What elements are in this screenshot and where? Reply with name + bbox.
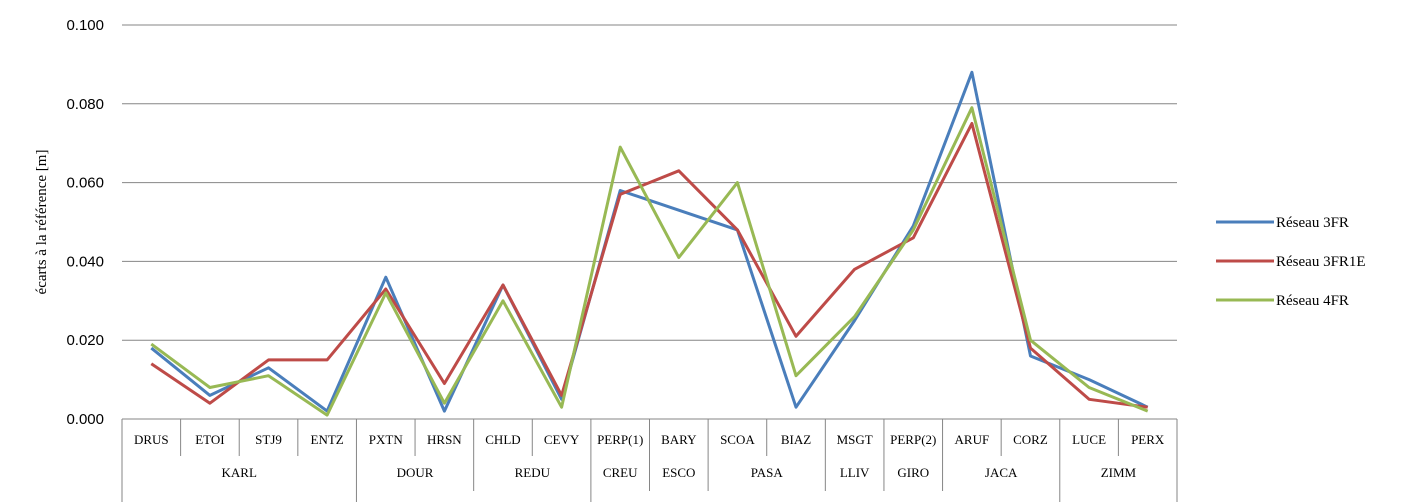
x-category-label: PERP(2) bbox=[890, 432, 936, 447]
x-category-label: CHLD bbox=[485, 432, 520, 447]
legend-label: Réseau 3FR bbox=[1276, 215, 1349, 231]
x-group-label: LLIV bbox=[840, 465, 870, 480]
legend-label: Réseau 4FR bbox=[1276, 293, 1349, 309]
y-tick-label: 0.020 bbox=[66, 332, 104, 349]
x-group-label: ZIMM bbox=[1101, 465, 1137, 480]
x-category-label: STJ9 bbox=[255, 432, 282, 447]
x-category-label: HRSN bbox=[427, 432, 462, 447]
x-category-label: PERP(1) bbox=[597, 432, 643, 447]
y-tick-label: 0.000 bbox=[66, 411, 104, 428]
x-category-label: LUCE bbox=[1072, 432, 1106, 447]
y-tick-label: 0.060 bbox=[66, 175, 104, 192]
series-lines bbox=[150, 70, 1149, 417]
x-category-label: ETOI bbox=[195, 432, 224, 447]
y-axis: 0.000 0.020 0.040 0.060 0.080 0.100 bbox=[66, 17, 104, 428]
x-category-label: SCOA bbox=[720, 432, 755, 447]
x-category-label: BARY bbox=[661, 432, 697, 447]
x-category-label: PXTN bbox=[369, 432, 404, 447]
series-line-3 bbox=[150, 106, 1149, 417]
legend-label: Réseau 3FR1E bbox=[1276, 254, 1366, 270]
x-category-label: MSGT bbox=[837, 432, 873, 447]
x-category-label: PERX bbox=[1131, 432, 1165, 447]
x-group-label: PASA bbox=[751, 465, 784, 480]
x-group-label: REDU bbox=[515, 465, 551, 480]
legend: Réseau 3FR Réseau 3FR1E Réseau 4FR bbox=[1216, 215, 1366, 309]
x-category-label: BIAZ bbox=[781, 432, 811, 447]
series-line-2 bbox=[150, 122, 1148, 409]
y-tick-label: 0.040 bbox=[66, 253, 104, 270]
y-tick-label: 0.100 bbox=[66, 17, 104, 34]
x-category-label: ENTZ bbox=[311, 432, 344, 447]
x-group-label: ESCO bbox=[662, 465, 695, 480]
x-group-label: JACA bbox=[985, 465, 1018, 480]
x-axis-category-table: DRUS ETOI STJ9 ENTZ PXTN HRSN CHLD CEVY PERP(1) B… bbox=[121, 418, 1178, 502]
y-tick-label: 0.080 bbox=[66, 96, 104, 113]
x-group-label: CREU bbox=[603, 465, 638, 480]
x-group-label: DOUR bbox=[397, 465, 434, 480]
x-category-label: CORZ bbox=[1013, 432, 1048, 447]
x-category-label: CEVY bbox=[544, 432, 580, 447]
x-group-label: KARL bbox=[222, 465, 257, 480]
x-category-label: ARUF bbox=[955, 432, 990, 447]
y-axis-label: écarts à la référence [m] bbox=[34, 150, 50, 295]
x-category-label: DRUS bbox=[134, 432, 169, 447]
x-group-label: GIRO bbox=[897, 465, 929, 480]
